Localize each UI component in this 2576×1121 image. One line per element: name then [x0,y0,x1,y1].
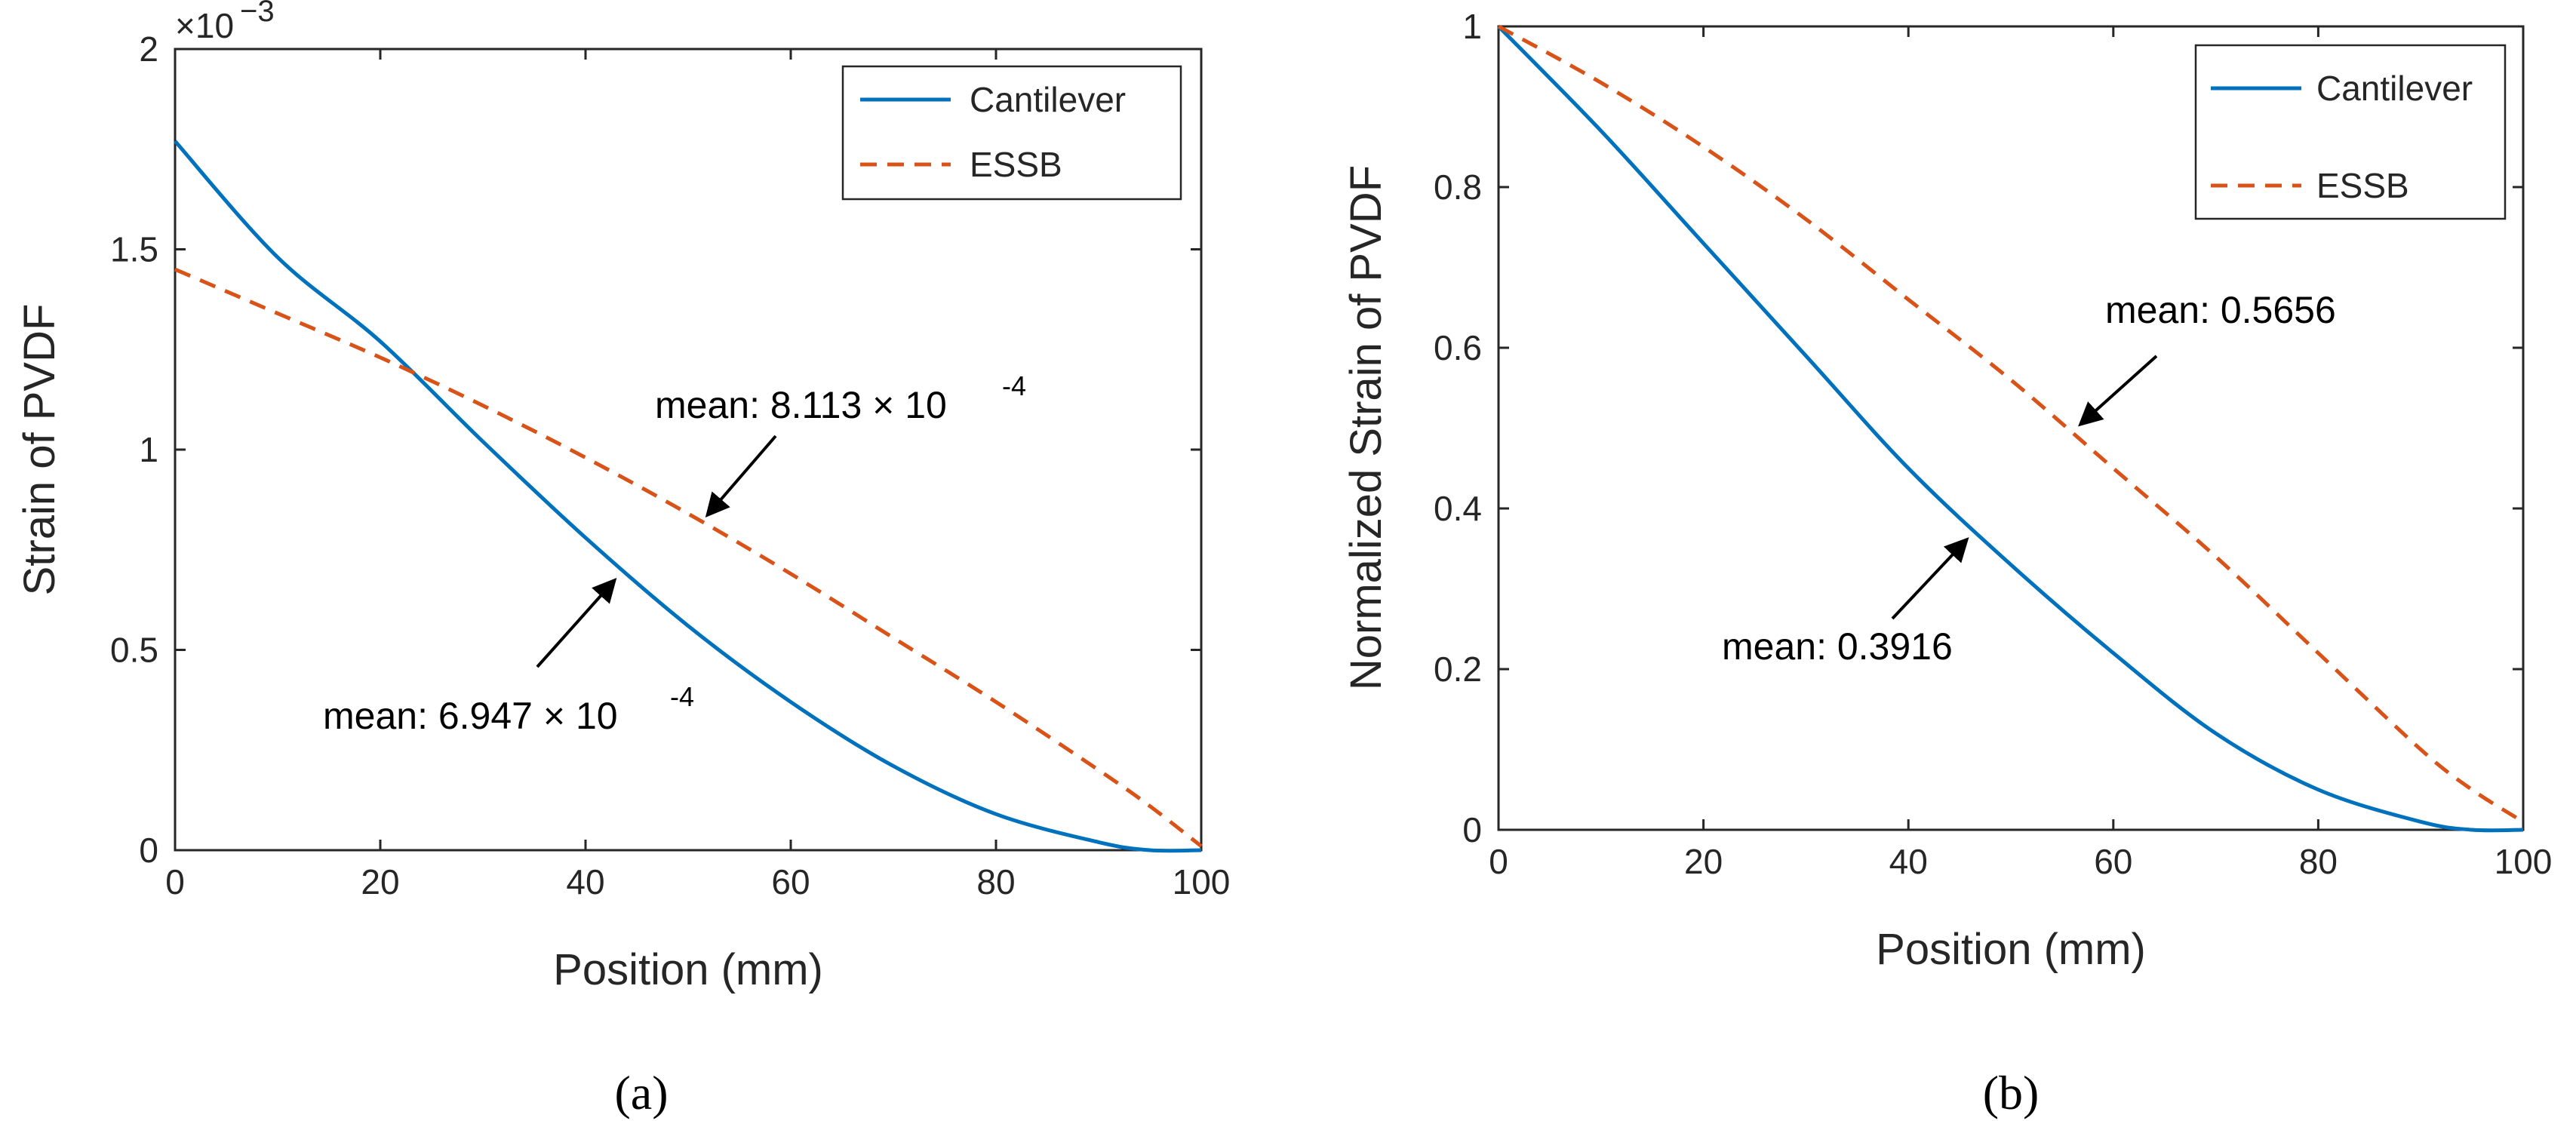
y-tick-label-a: 2 [139,29,158,69]
legend-label-cantilever-b: Cantilever [2316,69,2473,108]
legend-box-a [841,65,1182,201]
annotation-arrow-essb-b [2078,355,2158,427]
annotation-essb-b: mean: 0.5656 [2078,289,2336,427]
annotation-arrow-essb-a [705,435,777,518]
legend-a: Cantilever ESSB [841,65,1182,201]
y-tick-label-b: 0.8 [1434,167,1482,207]
svg-text:-4: -4 [1002,370,1026,401]
legend-b: Cantilever ESSB [2194,44,2507,220]
x-tick-label-a: 40 [566,862,604,901]
y-tick-label-a: 1.5 [110,230,158,269]
y-axis-label-a: Strain of PVDF [15,304,64,596]
x-tick-label-b: 80 [2299,842,2338,881]
x-ticks-a: 0 20 40 60 80 100 [165,49,1230,901]
panel-label-b: (b) [1983,1066,2040,1119]
y-tick-label-b: 0.6 [1434,328,1482,367]
y-tick-label-a: 0 [139,831,158,870]
annotation-cantilever-b: mean: 0.3916 [1722,537,1969,668]
y-tick-label-a: 0.5 [110,631,158,670]
series-lines-a [174,140,1203,853]
x-tick-label-a: 100 [1173,862,1231,901]
y-ticks-b: 0 0.2 0.4 0.6 0.8 1 [1434,7,2523,849]
svg-text:mean: 0.3916: mean: 0.3916 [1722,625,1953,668]
x-axis-label-b: Position (mm) [1876,925,2146,974]
legend-label-cantilever-a: Cantilever [970,80,1126,119]
y-tick-label-b: 0.4 [1434,489,1482,528]
chart-panel-a: 0 20 40 60 80 100 0 0.5 1 1.5 2 Position (mm) Str… [15,0,1230,1119]
svg-text:mean: 6.947 × 10: mean: 6.947 × 10 [323,695,618,737]
series-line-cantilever-a [174,140,1202,853]
annotation-essb-a: mean: 8.113 × 10 -4 [655,370,1026,518]
svg-text:mean: 8.113 × 10: mean: 8.113 × 10 [655,384,947,426]
y-ticks-a: 0 0.5 1 1.5 2 [110,29,1201,870]
y-tick-label-b: 0.2 [1434,650,1482,689]
legend-label-essb-a: ESSB [970,145,1062,184]
series-line-essb-a [174,267,1203,848]
series-line-essb-b [1497,24,2525,824]
y-exponent-a: ×10 −3 [175,0,275,45]
legend-box-b [2194,44,2507,220]
x-ticks-b: 0 20 40 60 80 100 [1489,26,2552,881]
x-tick-label-b: 20 [1684,842,1723,881]
svg-text:-4: -4 [670,681,694,712]
annotation-arrow-cantilever-a [536,578,617,668]
y-axis-label-b: Normalized Strain of PVDF [1342,165,1391,690]
series-line-cantilever-b [1497,25,2524,833]
y-tick-label-b: 1 [1462,7,1482,46]
x-tick-label-a: 80 [976,862,1015,901]
x-tick-label-b: 40 [1889,842,1928,881]
chart-panel-b: 0 20 40 60 80 100 0 0.2 0.4 0.6 0.8 1 Position (mm… [1342,7,2552,1119]
x-tick-label-a: 0 [165,862,185,901]
x-tick-label-b: 0 [1489,842,1508,881]
x-tick-label-a: 60 [771,862,810,901]
x-tick-label-a: 20 [361,862,399,901]
x-axis-label-a: Position (mm) [553,945,823,994]
svg-text:×10: ×10 [175,6,234,45]
y-tick-label-a: 1 [139,430,158,469]
y-tick-label-b: 0 [1462,810,1482,849]
annotation-cantilever-a: mean: 6.947 × 10 -4 [323,578,694,737]
series-lines-b [1497,24,2525,833]
annotation-arrow-cantilever-b [1891,537,1969,620]
svg-text:−3: −3 [240,0,275,28]
svg-text:mean: 0.5656: mean: 0.5656 [2105,289,2336,331]
x-tick-label-b: 100 [2495,842,2553,881]
legend-label-essb-b: ESSB [2316,166,2409,205]
panel-label-a: (a) [614,1066,668,1119]
x-tick-label-b: 60 [2094,842,2132,881]
